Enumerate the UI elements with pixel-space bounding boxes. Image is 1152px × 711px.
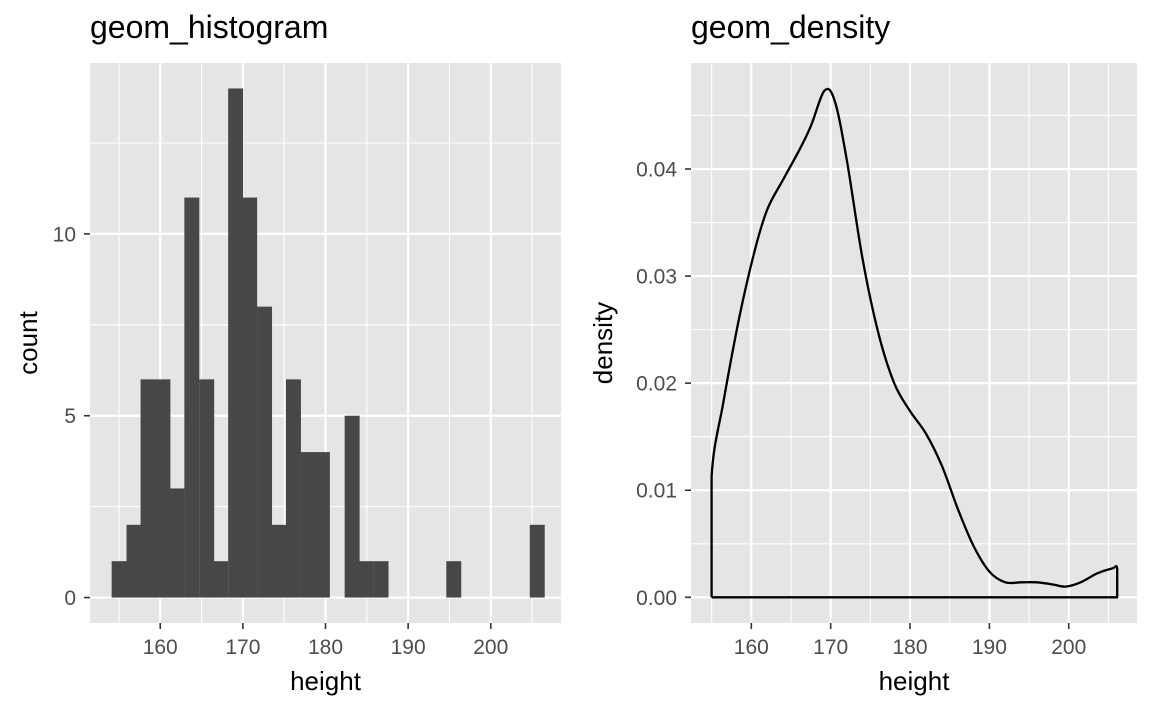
y-tick-label: 10	[53, 223, 76, 246]
histogram-bar	[358, 561, 374, 598]
y-axis-title: count	[13, 310, 43, 374]
density-panel: 160 170 180 190 200 0.00 0.01 0.02 0.03 0.04 geom_…	[588, 9, 1137, 696]
histogram-bar	[344, 415, 360, 598]
chart-title: geom_histogram	[90, 9, 328, 45]
x-tick-label: 190	[972, 636, 1007, 659]
histogram-bar	[213, 561, 229, 598]
histogram-bar	[140, 379, 156, 598]
x-tick-label: 180	[308, 636, 343, 659]
histogram-bar	[271, 524, 287, 598]
histogram-bar	[314, 452, 330, 598]
histogram-bar	[228, 88, 244, 598]
y-tick-label: 0.01	[636, 480, 677, 503]
histogram-bar	[257, 306, 273, 598]
histogram-bar	[242, 197, 258, 598]
x-axis-title: height	[290, 666, 362, 696]
y-tick-label: 0.03	[636, 266, 677, 289]
y-tick-label: 5	[64, 405, 76, 428]
histogram-bar	[155, 379, 171, 598]
plot-panel-background	[691, 63, 1137, 623]
x-axis-title: height	[879, 666, 951, 696]
histogram-bar	[300, 452, 316, 598]
histogram-bar	[199, 379, 215, 598]
y-tick-label: 0.00	[636, 587, 677, 610]
y-tick-label: 0	[64, 587, 76, 610]
x-tick-label: 180	[893, 636, 928, 659]
y-tick-label: 0.04	[636, 159, 677, 182]
y-axis-title: density	[588, 302, 618, 384]
histogram-bar	[184, 197, 200, 598]
x-tick-label: 170	[225, 636, 260, 659]
x-tick-label: 200	[1051, 636, 1086, 659]
chart-title: geom_density	[691, 9, 890, 45]
x-tick-label: 160	[734, 636, 769, 659]
histogram-bar	[529, 524, 545, 598]
histogram-bar	[111, 561, 127, 598]
x-tick-label: 190	[391, 636, 426, 659]
density-line	[710, 87, 1119, 599]
x-tick-label: 160	[143, 636, 178, 659]
x-tick-label: 170	[813, 636, 848, 659]
histogram-bar	[446, 561, 462, 598]
histogram-bar	[169, 488, 185, 598]
x-tick-label: 200	[473, 636, 508, 659]
histogram-bar	[373, 561, 389, 598]
histogram-bar	[126, 524, 142, 598]
histogram-bar	[286, 379, 301, 598]
y-tick-label: 0.02	[636, 373, 677, 396]
